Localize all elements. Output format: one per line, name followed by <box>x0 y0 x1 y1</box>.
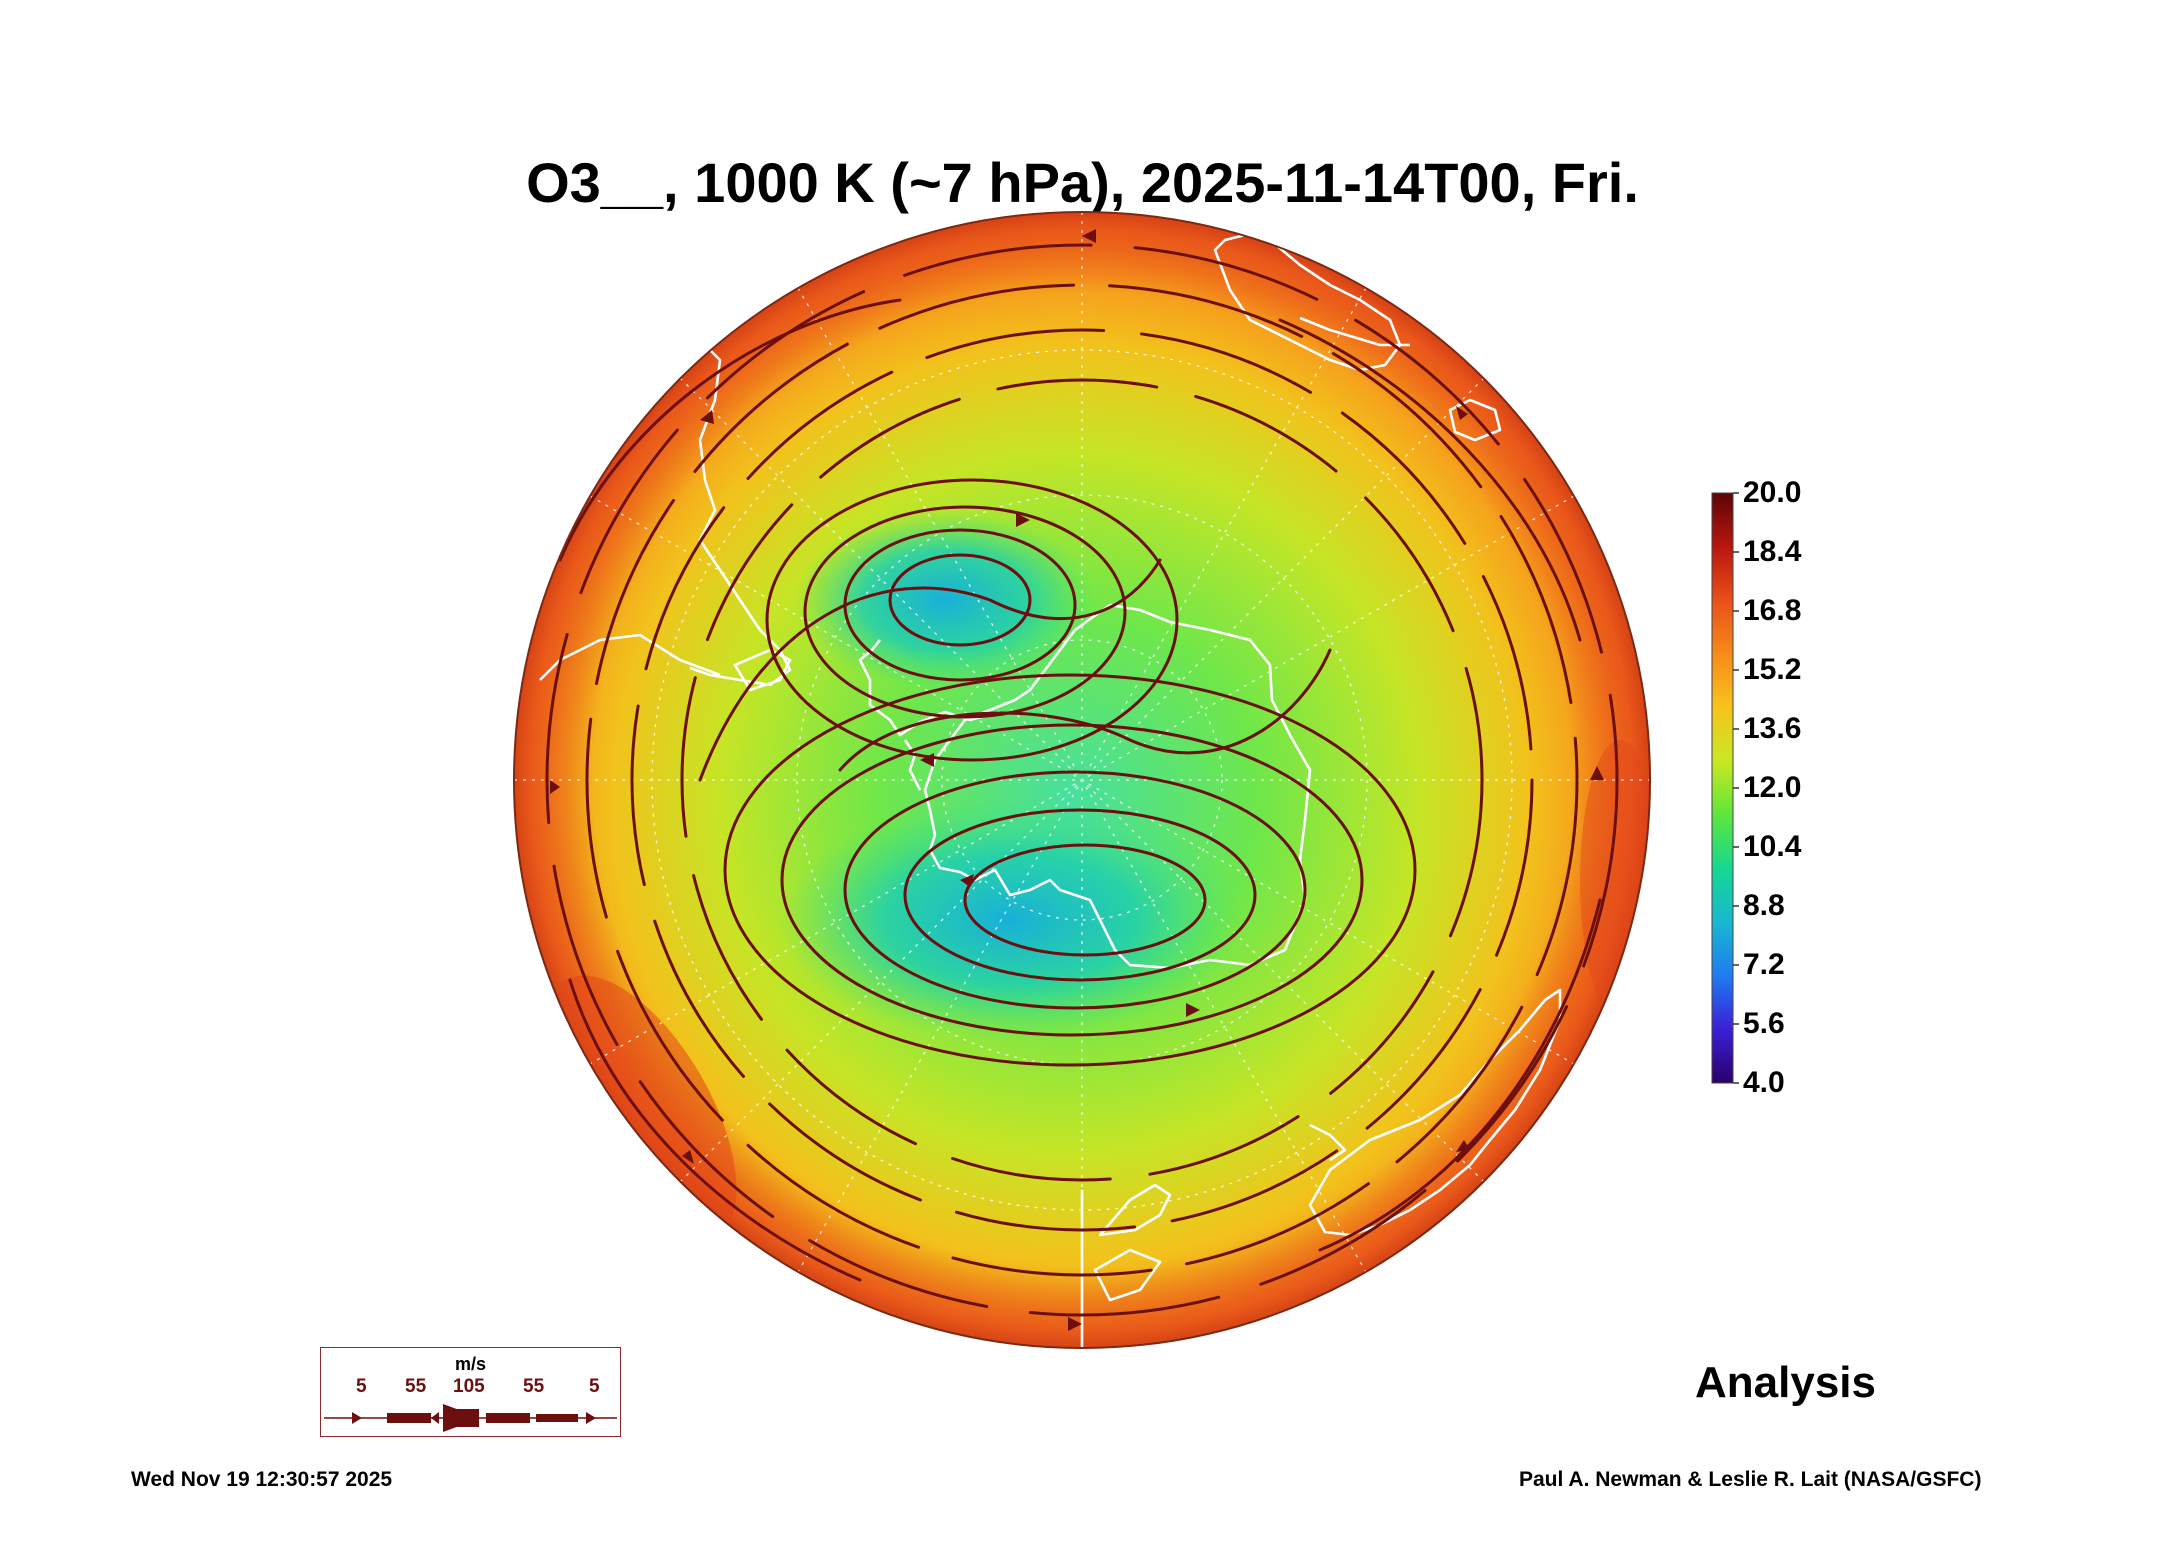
colorbar-tick-label: 4.0 <box>1743 1066 1785 1099</box>
colorbar-tick-label: 16.8 <box>1743 594 1802 627</box>
colorbar-tick-label: 13.6 <box>1743 712 1802 745</box>
wind-speed-legend: m/s 5 55 105 55 5 <box>320 1347 621 1437</box>
lat-lon-grid <box>514 212 1650 1348</box>
analysis-label: Analysis <box>1695 1358 1876 1407</box>
streamline-arrows <box>550 229 1604 1331</box>
colorbar-tick-label: 5.6 <box>1743 1007 1785 1040</box>
wind-speed-unit: m/s <box>454 1354 487 1374</box>
colorbar-tick-label: 20.0 <box>1743 476 1802 509</box>
colorbar <box>1711 492 1739 1084</box>
colorbar-tick-label: 15.2 <box>1743 653 1802 686</box>
map-title: O3__, 1000 K (~7 hPa), 2025-11-14T00, Fr… <box>526 151 1639 214</box>
wind-speed-label: 55 <box>405 1376 427 1397</box>
colorbar-tick-label: 10.4 <box>1743 830 1802 863</box>
colorbar-tick-label: 8.8 <box>1743 889 1785 922</box>
wind-speed-label: 5 <box>356 1376 367 1397</box>
wind-speed-label: 105 <box>453 1376 485 1397</box>
wind-streamlines <box>545 243 1619 1317</box>
colorbar-tick-label: 12.0 <box>1743 771 1802 804</box>
colorbar-tick-label: 7.2 <box>1743 948 1785 981</box>
colorbar-ramp <box>1711 492 1734 1084</box>
wind-speed-label: 55 <box>523 1376 545 1397</box>
wind-speed-label: 5 <box>589 1376 600 1397</box>
generated-timestamp: Wed Nov 19 12:30:57 2025 <box>131 1468 393 1491</box>
colorbar-tick-label: 18.4 <box>1743 535 1802 568</box>
credit-line: Paul A. Newman & Leslie R. Lait (NASA/GS… <box>1519 1468 1982 1491</box>
wind-speed-arrows <box>323 1403 617 1432</box>
